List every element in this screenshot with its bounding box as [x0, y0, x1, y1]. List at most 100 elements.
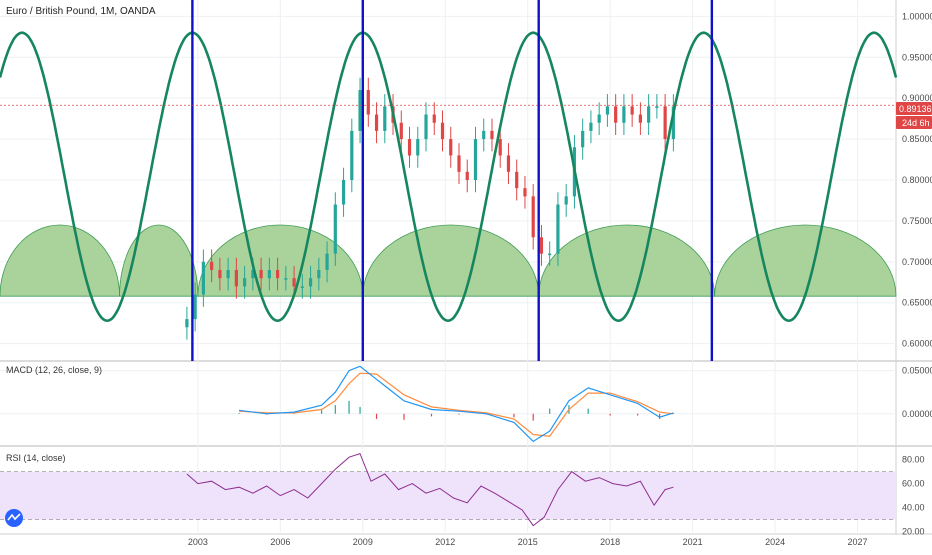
candle-body [589, 122, 593, 131]
candle-body [267, 270, 271, 279]
candle-body [498, 139, 502, 156]
time-axis[interactable]: 2003 2006 2009 2012 2015 2018 2021 2024 2027 [188, 537, 868, 547]
macd-tick-label: 0.00000 [902, 409, 932, 419]
candle-body [490, 130, 494, 140]
price-tick-label: 0.75000 [902, 216, 932, 226]
cycle-sine-line [0, 31, 898, 323]
price-badge-value: 0.89136 [899, 104, 932, 114]
rsi-line [186, 452, 674, 527]
candle-body [226, 270, 230, 279]
candle-body [465, 171, 469, 180]
time-tick-label: 2024 [765, 537, 785, 547]
price-tick-label: 0.95000 [902, 52, 932, 62]
cycle-arc [0, 224, 120, 297]
candle-body [243, 278, 247, 287]
candle-body [374, 114, 379, 131]
candle-body [317, 270, 321, 279]
macd-signal-line [239, 372, 674, 437]
rsi-tick-label: 20.00 [902, 527, 925, 537]
vertical-cycle-lines [191, 0, 714, 361]
candle-body [185, 319, 189, 328]
price-tick-label: 1.00000 [902, 11, 932, 21]
candle-body [201, 261, 205, 295]
candle-body [506, 155, 511, 172]
candle-body [556, 204, 560, 254]
candle-body [531, 196, 535, 238]
price-badge-countdown: 24d 6h [902, 118, 930, 128]
price-tick-label: 0.70000 [902, 257, 932, 267]
cycle-arcs [0, 224, 897, 297]
candle-body [333, 204, 337, 254]
time-tick-label: 2012 [435, 537, 455, 547]
candle-body [407, 139, 412, 156]
cycle-arc [197, 224, 364, 297]
macd-pane [238, 365, 674, 443]
candle-body [358, 90, 362, 131]
candle-body [647, 106, 651, 123]
candle-body [210, 261, 214, 270]
price-tick-label: 0.90000 [902, 93, 932, 103]
macd-tick-label: 0.05000 [902, 366, 932, 376]
tradingview-logo-icon[interactable] [5, 509, 23, 527]
candle-body [548, 253, 552, 256]
candle-body [350, 130, 354, 180]
time-tick-label: 2018 [600, 537, 620, 547]
candle-body [325, 253, 329, 270]
candle-body [597, 114, 601, 123]
candle-body [564, 196, 568, 205]
candle-body [581, 130, 585, 148]
cycle-arc [119, 224, 199, 297]
candle-body [622, 106, 626, 123]
candle-body [284, 278, 288, 280]
candle-body [630, 106, 634, 115]
candle-body [638, 114, 642, 123]
price-candles [185, 77, 675, 340]
candle-body [539, 237, 544, 254]
cycle-arc [362, 224, 540, 297]
candle-body [193, 294, 197, 320]
cycle-arc [714, 224, 897, 297]
rsi-band [0, 471, 896, 520]
candle-body [383, 106, 387, 131]
candle-body [234, 270, 238, 287]
time-tick-label: 2015 [518, 537, 538, 547]
price-tick-label: 0.65000 [902, 298, 932, 308]
candle-body [515, 171, 519, 189]
rsi-pane [0, 452, 896, 527]
price-tick-label: 0.60000 [902, 339, 932, 349]
candle-body [341, 180, 346, 205]
candle-body [275, 270, 280, 279]
time-tick-label: 2003 [188, 537, 208, 547]
candle-body [251, 270, 255, 279]
candle-body [473, 139, 478, 180]
candle-body [308, 278, 313, 287]
price-axis[interactable]: 1.00000 0.95000 0.90000 0.85000 0.80000 0.750… [902, 11, 932, 536]
candle-body [440, 122, 445, 140]
time-tick-label: 2021 [683, 537, 703, 547]
price-badge: 0.89136 24d 6h [896, 102, 932, 129]
rsi-tick-label: 80.00 [902, 455, 925, 465]
candle-body [399, 122, 403, 140]
candle-body [259, 270, 263, 279]
candle-body [218, 270, 222, 279]
candle-body [482, 130, 486, 140]
candle-body [432, 114, 436, 123]
rsi-title: RSI (14, close) [6, 453, 66, 463]
candle-body [614, 106, 618, 123]
price-tick-label: 0.85000 [902, 134, 932, 144]
time-tick-label: 2009 [353, 537, 373, 547]
candle-body [663, 106, 667, 140]
candle-body [523, 188, 527, 197]
candle-body [449, 139, 453, 156]
time-tick-label: 2006 [270, 537, 290, 547]
candle-body [416, 139, 420, 156]
price-tick-label: 0.80000 [902, 175, 932, 185]
candle-body [292, 278, 296, 287]
candle-body [605, 106, 610, 115]
candle-body [671, 106, 675, 140]
candle-body [457, 155, 461, 172]
rsi-tick-label: 60.00 [902, 479, 925, 489]
candle-body [655, 106, 659, 108]
candle-body [366, 90, 370, 115]
